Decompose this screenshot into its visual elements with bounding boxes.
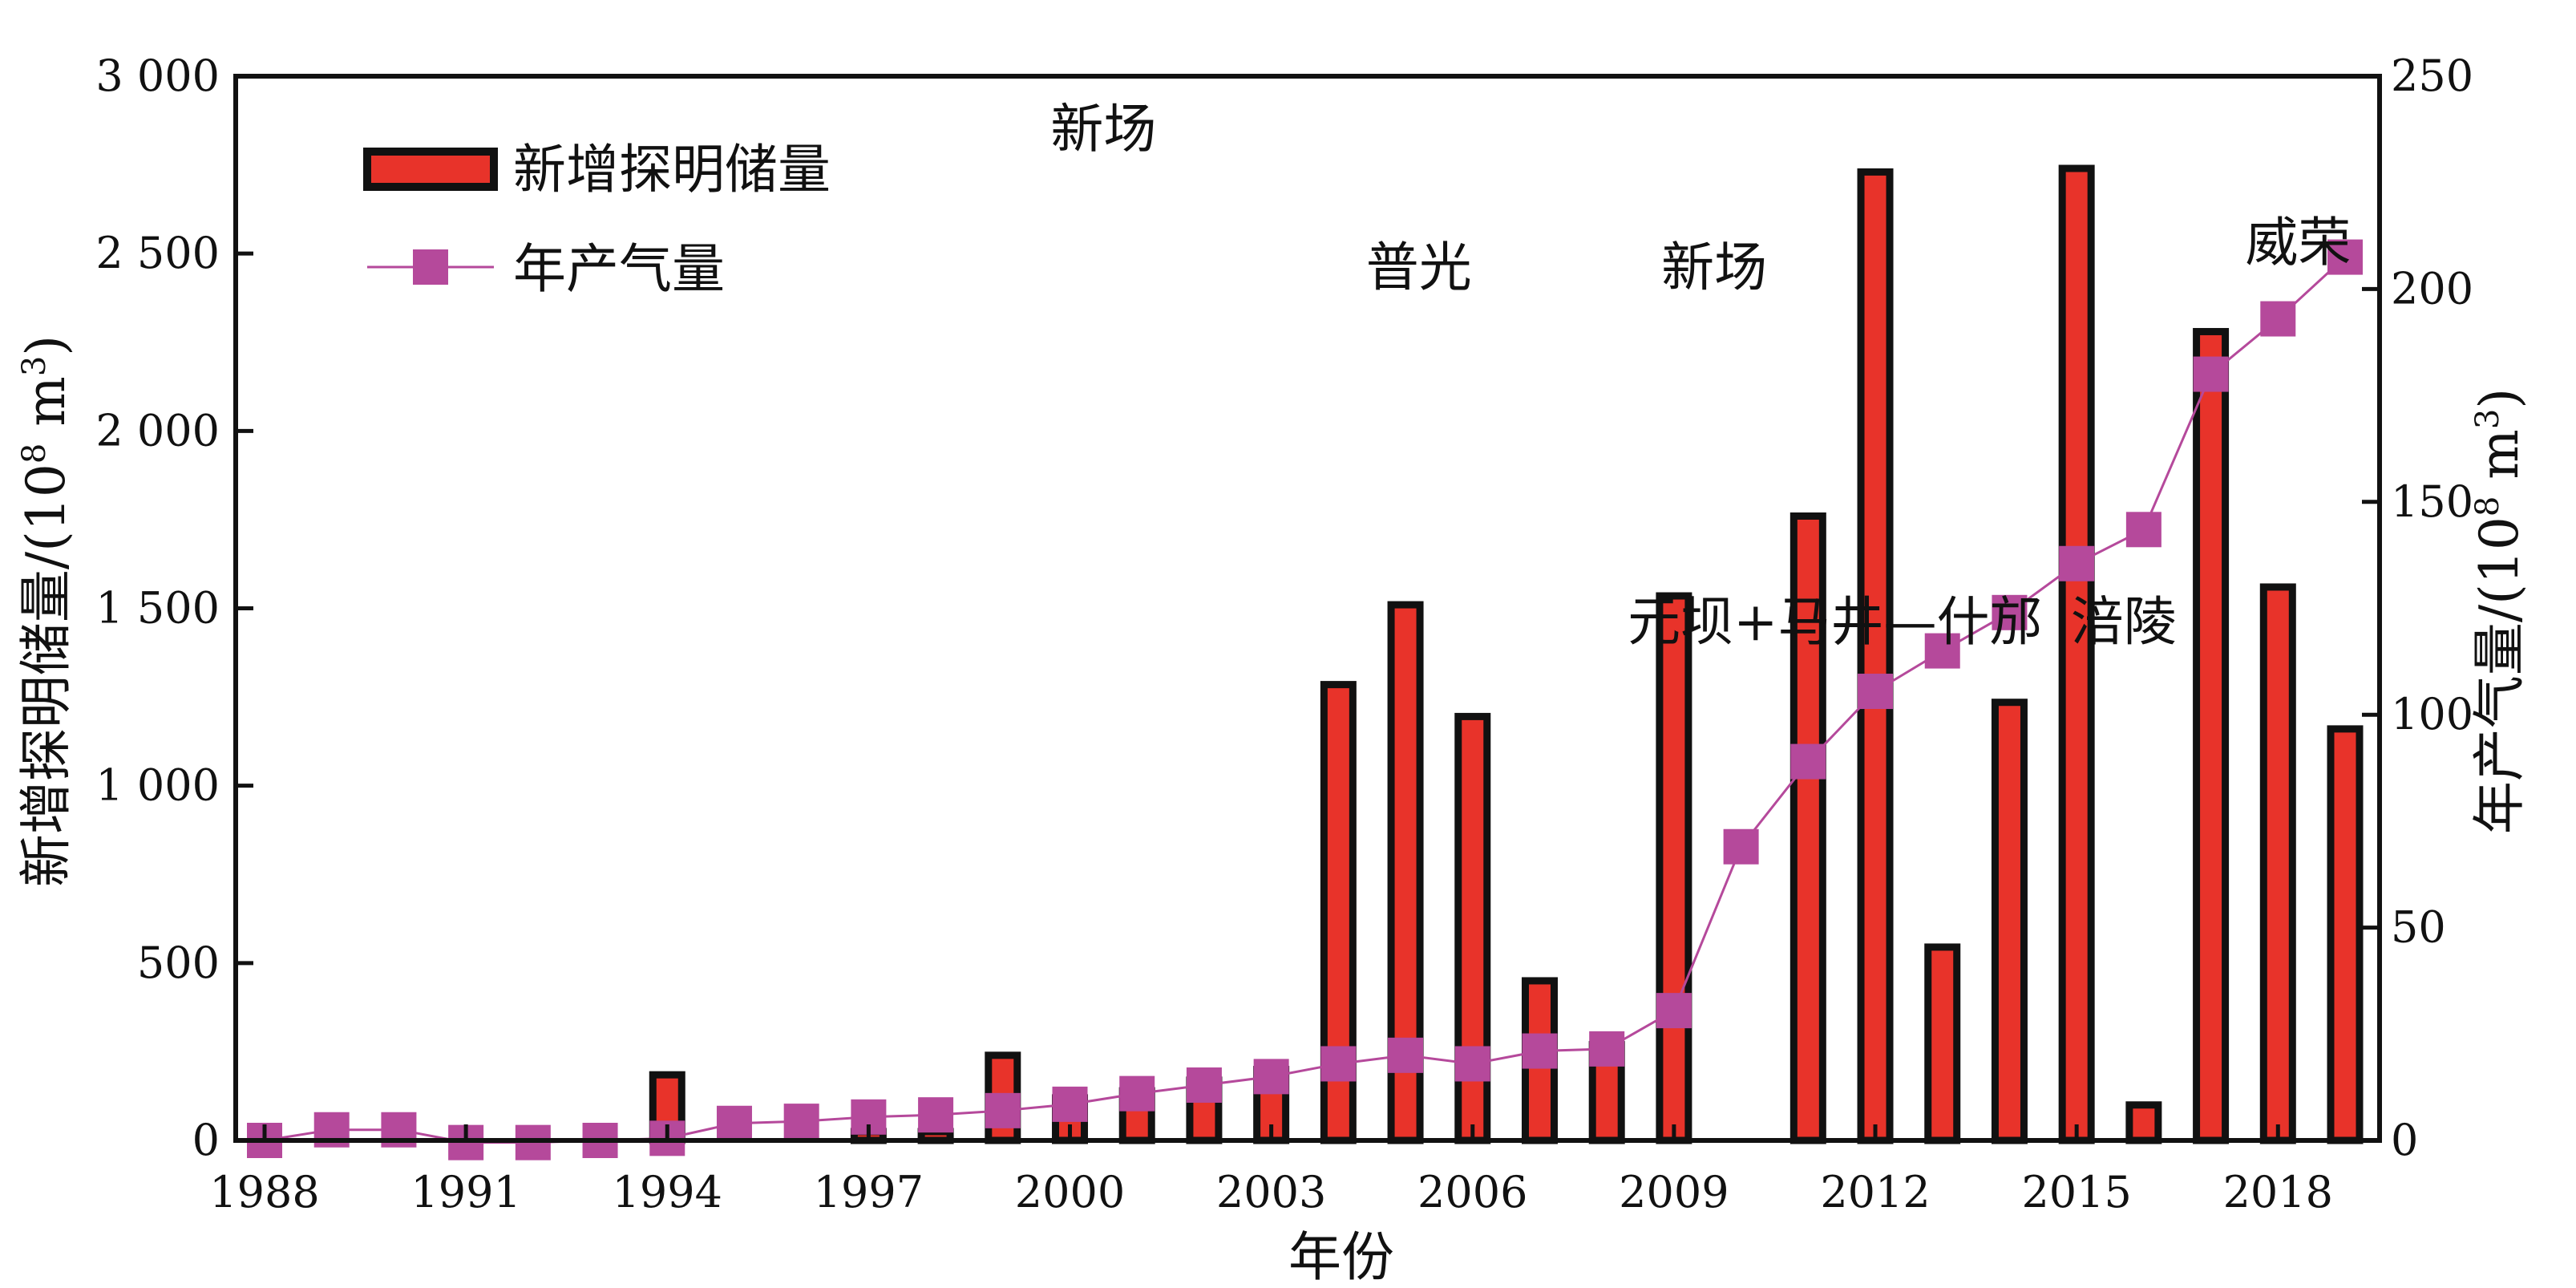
point-2013 [1924, 633, 1960, 669]
x-tick-label: 2012 [1820, 1167, 1930, 1217]
bar-series [649, 164, 2364, 1144]
bar-2016 [2125, 1101, 2162, 1144]
point-2012 [1858, 674, 1894, 710]
y-left-tick-label: 2 500 [95, 228, 220, 278]
y-right-tick-label: 200 [2391, 263, 2473, 314]
y-axis-title-left-exp: 8 [16, 444, 53, 464]
annotation-label: 涪陵 [2071, 591, 2177, 653]
annotation-label: 新场 [1050, 98, 1156, 160]
point-2015 [2059, 545, 2095, 581]
bar-2012 [1857, 168, 1894, 1144]
x-tick-label: 1988 [209, 1167, 319, 1217]
point-2009 [1656, 993, 1692, 1029]
y-left-tick-label: 3 000 [95, 51, 220, 101]
x-tick-label: 2000 [1015, 1167, 1125, 1217]
y-left-tick-label: 0 [192, 1115, 220, 1165]
point-2002 [1186, 1067, 1222, 1103]
y-axis-title-left-pow: 3 [16, 356, 53, 376]
point-2005 [1388, 1037, 1424, 1073]
x-tick-label: 1991 [410, 1167, 520, 1217]
annotation-label: 普光 [1366, 237, 1472, 298]
legend-label-line: 年产气量 [513, 238, 725, 300]
x-axis-title: 年份 [1288, 1226, 1394, 1288]
y-left-tick-label: 2 000 [95, 405, 220, 456]
point-1999 [985, 1092, 1021, 1128]
y-axis-title-right-close: ) [2469, 388, 2530, 409]
bar-2018 [2259, 583, 2296, 1144]
point-2001 [1119, 1075, 1155, 1112]
bar-2011 [1789, 512, 1826, 1144]
point-2003 [1253, 1059, 1289, 1095]
y-left-tick-label: 500 [137, 938, 220, 988]
x-tick-label: 1997 [814, 1167, 924, 1217]
production-line [264, 256, 2347, 1144]
y-right-tick-label: 0 [2391, 1115, 2418, 1165]
y-axis-title-right-exp: 8 [2469, 496, 2506, 516]
y-axis-title-left-unit: m [15, 376, 77, 444]
y-axis-title-right-pow: 3 [2469, 409, 2506, 429]
legend-swatch-bar [363, 148, 498, 191]
axes [233, 74, 2382, 1143]
point-2000 [1052, 1086, 1088, 1122]
point-1998 [918, 1097, 954, 1133]
y-axis-title-left: 新增探明储量/(108 m3) [15, 335, 77, 887]
y-right-tick-label: 100 [2391, 689, 2473, 739]
x-tick-label: 2003 [1216, 1167, 1326, 1217]
annotation-label: 威荣 [2245, 212, 2351, 273]
point-2004 [1320, 1046, 1357, 1082]
point-2019 [2327, 239, 2363, 275]
x-tick-label: 1994 [613, 1167, 722, 1217]
y-axis-title-right-unit: m [2469, 429, 2530, 496]
point-2010 [1723, 828, 1759, 865]
y-right-tick-label: 250 [2391, 51, 2473, 101]
point-2014 [1992, 594, 2028, 630]
legend-marker [413, 249, 448, 285]
point-1995 [716, 1105, 752, 1141]
y-axis-title-left-close: ) [15, 335, 77, 356]
point-2018 [2260, 301, 2296, 337]
point-2017 [2193, 356, 2229, 392]
point-2006 [1454, 1046, 1490, 1082]
x-tick-label: 2009 [1619, 1167, 1729, 1217]
bar-2019 [2327, 725, 2364, 1144]
legend: 新增探明储量 年产气量 [363, 139, 831, 300]
y-left-tick-label: 1 500 [95, 583, 220, 634]
x-tick-label: 2015 [2021, 1167, 2131, 1217]
y-right-tick-label: 150 [2391, 476, 2473, 527]
x-tick-label: 2006 [1417, 1167, 1527, 1217]
point-2008 [1589, 1031, 1625, 1067]
point-1996 [783, 1104, 819, 1140]
point-2007 [1522, 1033, 1558, 1069]
tick-labels: 0 500 1 000 1 500 2 000 2 500 3 000 0 50 100 150 20… [95, 51, 2473, 1217]
y-left-tick-label: 1 000 [95, 760, 220, 811]
bar-2017 [2193, 327, 2230, 1144]
y-right-tick-label: 50 [2391, 902, 2446, 953]
plot-frame [233, 74, 2382, 1143]
point-2016 [2125, 512, 2161, 548]
x-tick-label: 2018 [2223, 1167, 2333, 1217]
point-2011 [1790, 743, 1826, 780]
bar-2009 [1656, 592, 1692, 1144]
y-axis-title-right-text: 年产气量/(10 [2469, 516, 2530, 834]
bar-2014 [1991, 699, 2028, 1144]
y-axis-title-left-text: 新增探明储量/(10 [15, 464, 77, 887]
line-series [247, 239, 2363, 1160]
legend-label-bar: 新增探明储量 [513, 139, 831, 200]
annotation-label: 新场 [1661, 237, 1767, 298]
bar-2013 [1924, 943, 1961, 1144]
y-axis-title-right: 年产气量/(108 m3) [2469, 388, 2530, 834]
annotation-label: 元坝+马井—什邡 [1628, 591, 2042, 653]
bar-2015 [2058, 164, 2095, 1144]
